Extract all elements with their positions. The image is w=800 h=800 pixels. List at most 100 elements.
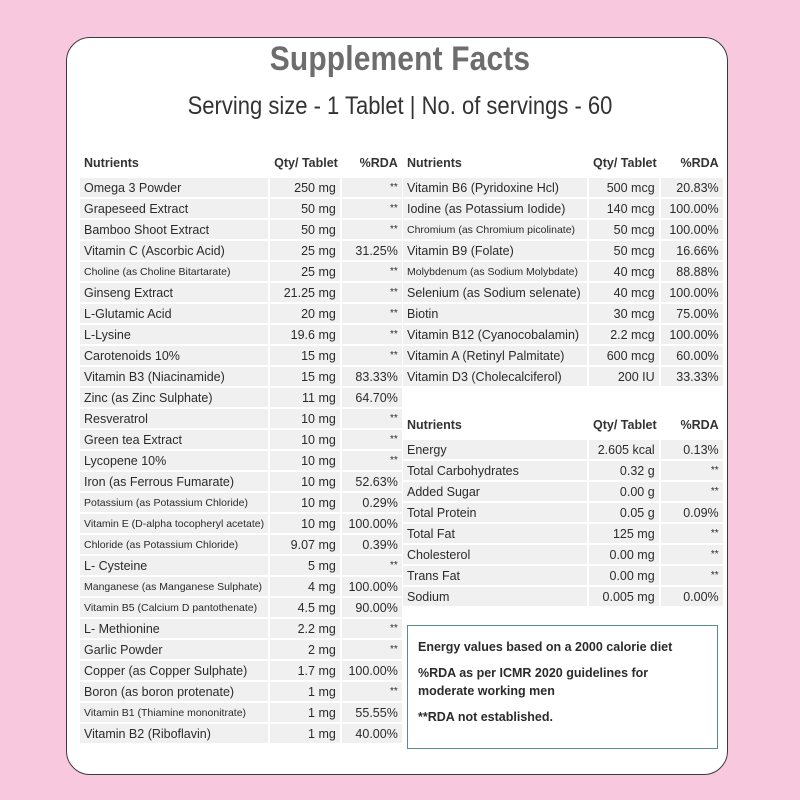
nutrient-name: Vitamin B9 (Folate) [403,241,589,260]
header-qty: Qty/ Tablet [593,156,657,170]
nutrient-name: Molybdenum (as Sodium Molybdate) [403,262,589,281]
nutrient-qty: 2.2 mcg [589,325,661,344]
nutrient-qty: 0.00 mg [589,545,661,564]
nutrient-name: Vitamin B2 (Riboflavin) [80,724,271,743]
nutrient-rda: ** [341,304,402,323]
nutrient-qty: 1.7 mg [270,661,342,680]
nutrient-name: Vitamin D3 (Cholecalciferol) [403,367,589,386]
header-qty: Qty/ Tablet [593,418,657,432]
nutrient-qty: 0.00 mg [589,566,661,585]
nutrient-qty: 40 mcg [589,262,661,281]
table-row: Manganese (as Manganese Sulphate) 4 mg 100… [80,577,402,596]
header-nutrients: Nutrients [84,156,139,170]
nutrient-name: Biotin [403,304,589,323]
nutrient-qty: 20 mg [270,304,342,323]
notes-box: Energy values based on a 2000 calorie di… [407,625,718,749]
table-row: Zinc (as Zinc Sulphate) 11 mg 64.70% [80,388,402,407]
nutrient-name: Iodine (as Potassium Iodide) [403,199,589,218]
nutrient-rda: 33.33% [660,367,723,386]
energy-table: Nutrients Qty/ Tablet %RDA Energy 2.605 k… [403,410,723,608]
nutrient-name: Green tea Extract [80,430,271,449]
nutrient-name: Vitamin B12 (Cyanocobalamin) [403,325,589,344]
nutrient-name: Boron (as boron protenate) [80,682,271,701]
nutrient-qty: 500 mcg [589,178,661,197]
table-row: Bamboo Shoot Extract 50 mg ** [80,220,402,239]
nutrient-rda: 0.09% [660,503,723,522]
nutrient-rda: ** [341,178,402,197]
table-row: Vitamin A (Retinyl Palmitate) 600 mcg 60.0… [403,346,723,365]
nutrient-rda: ** [341,619,402,638]
nutrient-qty: 25 mg [270,241,342,260]
nutrient-qty: 2.2 mg [270,619,342,638]
table-row: Vitamin C (Ascorbic Acid) 25 mg 31.25% [80,241,402,260]
serving-info: Serving size - 1 Tablet | No. of serving… [187,92,613,120]
table-row: Total Fat 125 mg ** [403,524,723,543]
nutrient-rda: 100.00% [660,220,723,239]
nutrient-rda: ** [341,262,402,281]
table-row: Carotenoids 10% 15 mg ** [80,346,402,365]
nutrient-rda: 100.00% [660,283,723,302]
table-row: Biotin 30 mcg 75.00% [403,304,723,323]
nutrient-name: Choline (as Choline Bitartarate) [80,262,271,281]
nutrient-qty: 10 mg [270,493,342,512]
nutrient-rda: 40.00% [341,724,402,743]
nutrient-qty: 10 mg [270,472,342,491]
table-row: Choline (as Choline Bitartarate) 25 mg ** [80,262,402,281]
table-row: Trans Fat 0.00 mg ** [403,566,723,585]
nutrient-rda: 0.29% [341,493,402,512]
nutrient-qty: 140 mcg [589,199,661,218]
table-row: Grapeseed Extract 50 mg ** [80,199,402,218]
nutrient-rda: 100.00% [660,325,723,344]
nutrient-rda: 31.25% [341,241,402,260]
nutrient-rda: 100.00% [341,514,402,533]
header-qty: Qty/ Tablet [274,156,338,170]
nutrient-rda: 100.00% [341,661,402,680]
table-row: Total Protein 0.05 g 0.09% [403,503,723,522]
table-row: Vitamin D3 (Cholecalciferol) 200 IU 33.33% [403,367,723,386]
nutrient-rda: 75.00% [660,304,723,323]
nutrient-name: Vitamin A (Retinyl Palmitate) [403,346,589,365]
nutrient-qty: 125 mg [589,524,661,543]
nutrient-name: Lycopene 10% [80,451,271,470]
nutrient-qty: 1 mg [270,724,342,743]
table-row: Vitamin B1 (Thiamine mononitrate) 1 mg 55.… [80,703,402,722]
nutrient-qty: 50 mcg [589,241,661,260]
nutrient-qty: 50 mg [270,199,342,218]
nutrient-rda: 60.00% [660,346,723,365]
nutrient-name: Trans Fat [403,566,589,585]
nutrient-name: Added Sugar [403,482,589,501]
nutrient-rda: 100.00% [660,199,723,218]
table-row: Molybdenum (as Sodium Molybdate) 40 mcg 88… [403,262,723,281]
nutrient-name: Potassium (as Potassium Chloride) [80,493,271,512]
table-row: Vitamin B9 (Folate) 50 mcg 16.66% [403,241,723,260]
nutrient-name: Bamboo Shoot Extract [80,220,271,239]
nutrient-rda: 64.70% [341,388,402,407]
nutrient-name: L-Glutamic Acid [80,304,271,323]
table-row: Resveratrol 10 mg ** [80,409,402,428]
nutrient-name: Vitamin C (Ascorbic Acid) [80,241,271,260]
nutrient-rda: ** [341,220,402,239]
nutrient-rda: ** [341,556,402,575]
nutrient-name: Chromium (as Chromium picolinate) [403,220,589,239]
table-row: Iron (as Ferrous Fumarate) 10 mg 52.63% [80,472,402,491]
nutrient-name: Zinc (as Zinc Sulphate) [80,388,271,407]
table-row: Cholesterol 0.00 mg ** [403,545,723,564]
header-nutrients: Nutrients [407,418,462,432]
nutrient-qty: 50 mcg [589,220,661,239]
nutrient-name: Total Protein [403,503,589,522]
header-nutrients: Nutrients [407,156,462,170]
table-row: Potassium (as Potassium Chloride) 10 mg 0.… [80,493,402,512]
nutrient-name: Resveratrol [80,409,271,428]
table-row: Vitamin B3 (Niacinamide) 15 mg 83.33% [80,367,402,386]
nutrients-table-left: Nutrients Qty/ Tablet %RDA Omega 3 Powde… [80,148,402,745]
nutrient-qty: 4 mg [270,577,342,596]
nutrient-name: Total Fat [403,524,589,543]
nutrient-qty: 19.6 mg [270,325,342,344]
nutrient-qty: 0.005 mg [589,587,661,606]
nutrient-name: Vitamin B5 (Calcium D pantothenate) [80,598,271,617]
table-row: Total Carbohydrates 0.32 g ** [403,461,723,480]
table-row: Vitamin E (D-alpha tocopheryl acetate) 10… [80,514,402,533]
nutrient-name: Iron (as Ferrous Fumarate) [80,472,271,491]
table-row: L- Methionine 2.2 mg ** [80,619,402,638]
nutrient-rda: 16.66% [660,241,723,260]
